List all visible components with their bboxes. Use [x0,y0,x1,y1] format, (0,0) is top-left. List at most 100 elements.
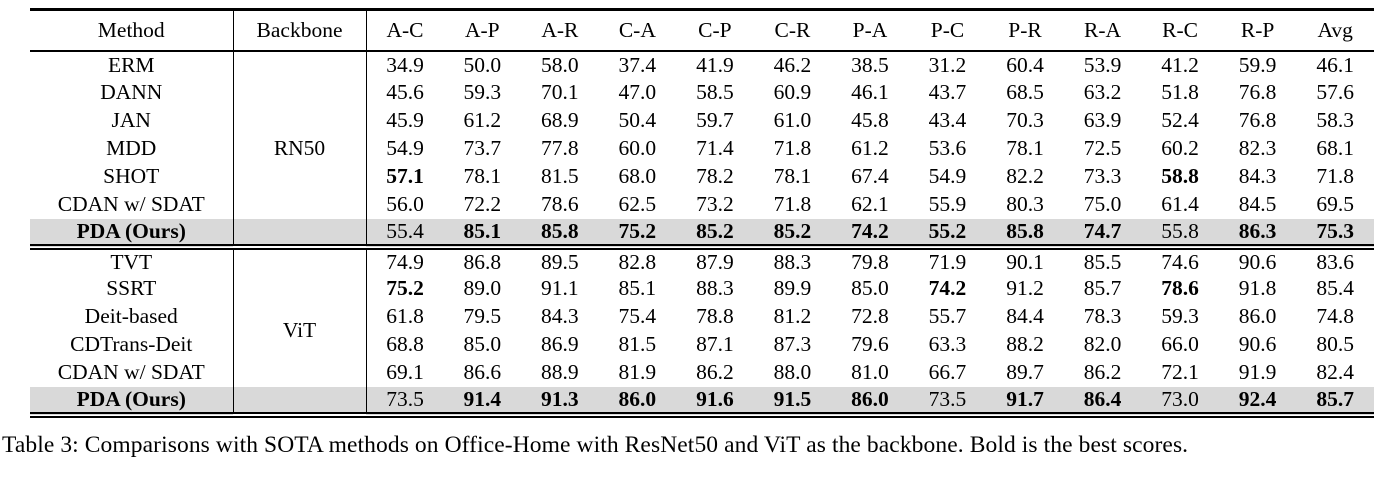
score-cell: 62.1 [851,192,889,216]
score-cell: 72.8 [851,304,889,328]
score-cell: 73.2 [696,192,734,216]
score-cell: 41.2 [1161,52,1199,77]
table-body: ERM 34.9 50.0 58.0 37.4 41.9 46.2 38.5 31.2 60.4 5… [30,50,1374,415]
score-cell: 55.4 [366,218,444,250]
backbone-cell [233,218,367,250]
method-cell: CDAN w/ SDAT [30,358,234,387]
score-cell: 54.9 [386,136,424,160]
score-cell: 85.8 [521,218,599,250]
backbone-cell [233,358,367,387]
score-cell: 74.7 [1063,218,1142,250]
score-cell: 87.1 [696,332,734,356]
score-cell: 78.1 [463,164,502,188]
score-cell: 90.1 [1006,249,1044,274]
method-cell: ERM [30,50,234,79]
score-cell: 82.2 [1006,164,1044,188]
score-cell: 56.0 [386,192,424,216]
score-cell: 55.9 [928,192,967,216]
backbone-cell [233,190,367,219]
score-cell: 58.0 [541,52,579,77]
score-cell: 68.0 [618,164,657,188]
backbone-cell [233,78,367,107]
backbone-label: RN50 [273,136,326,160]
score-cell: 45.9 [386,108,424,132]
score-cell: 90.6 [1238,249,1277,274]
score-cell: 91.6 [676,386,754,415]
score-cell: 86.2 [696,360,734,384]
method-cell: TVT [30,246,234,275]
score-cell: 82.3 [1238,136,1277,160]
score-cell: 68.5 [1006,80,1044,104]
score-cell: 45.8 [851,108,889,132]
backbone-cell [233,50,367,79]
score-cell: 74.6 [1161,249,1199,274]
method-cell: Deit-based [30,302,234,331]
score-cell: 71.4 [696,136,734,160]
score-cell: 58.3 [1316,108,1354,132]
column-header: A-R [521,9,599,52]
score-cell: 77.8 [541,136,579,160]
score-cell: 78.3 [1083,304,1122,328]
score-cell: 88.2 [1006,332,1044,356]
score-cell: 85.7 [1083,276,1122,300]
score-cell: 61.0 [773,108,812,132]
score-cell: 91.3 [521,386,599,415]
column-header: C-A [598,9,677,52]
column-header: A-P [443,9,522,52]
score-cell: 85.2 [753,218,832,250]
score-cell: 81.9 [618,360,657,384]
score-cell: 57.1 [386,164,424,188]
score-cell: 91.5 [753,386,832,415]
score-cell: 79.5 [463,304,502,328]
score-cell: 88.3 [773,249,812,274]
score-cell: 78.6 [541,192,579,216]
method-cell: CDTrans-Deit [30,330,234,359]
score-cell: 78.1 [773,164,812,188]
table-row: CDAN w/ SDAT 56.0 72.2 78.6 62.5 73.2 71.8 62.1… [30,190,1374,219]
method-cell: SHOT [30,162,234,191]
column-header: R-P [1218,9,1297,52]
score-cell: 81.5 [541,164,579,188]
score-cell: 63.3 [928,332,967,356]
score-cell: 85.2 [676,218,754,250]
score-cell: 86.8 [463,249,502,274]
score-cell: 60.2 [1161,136,1199,160]
score-cell: 86.4 [1063,386,1142,415]
score-cell: 89.9 [773,276,812,300]
method-cell: DANN [30,78,234,107]
score-cell: 89.7 [1006,360,1044,384]
column-header: Avg [1296,9,1374,52]
score-cell: 63.2 [1083,80,1122,104]
score-cell: 85.0 [463,332,502,356]
score-cell: 75.0 [1083,192,1122,216]
score-cell: 67.4 [851,164,889,188]
score-cell: 91.4 [443,386,522,415]
score-cell: 73.0 [1141,386,1219,415]
score-cell: 70.3 [1006,108,1044,132]
score-cell: 79.8 [851,249,889,274]
score-cell: 55.8 [1141,218,1219,250]
method-cell: PDA (Ours) [30,218,234,250]
score-cell: 58.5 [696,80,734,104]
score-cell: 37.4 [618,52,657,77]
score-cell: 73.5 [366,386,444,415]
score-cell: 85.7 [1296,386,1374,415]
backbone-cell [233,246,367,275]
score-cell: 84.4 [1006,304,1044,328]
score-cell: 87.9 [696,249,734,274]
score-cell: 88.9 [541,360,579,384]
backbone-cell [233,162,367,191]
score-cell: 74.2 [831,218,909,250]
header-row: Method Backbone A-C A-P A-R C-A C-P C-R P-A P-C P-… [30,9,1374,52]
score-cell: 46.1 [1316,52,1354,77]
score-cell: 84.3 [541,304,579,328]
score-cell: 80.3 [1006,192,1044,216]
score-cell: 60.9 [773,80,812,104]
score-cell: 59.3 [463,80,502,104]
table-row: CDAN w/ SDAT 69.1 86.6 88.9 81.9 86.2 88.0 81.0… [30,358,1374,387]
score-cell: 75.3 [1296,218,1374,250]
score-cell: 86.9 [541,332,579,356]
method-cell: JAN [30,106,234,135]
score-cell: 74.8 [1316,304,1354,328]
score-cell: 61.2 [463,108,502,132]
